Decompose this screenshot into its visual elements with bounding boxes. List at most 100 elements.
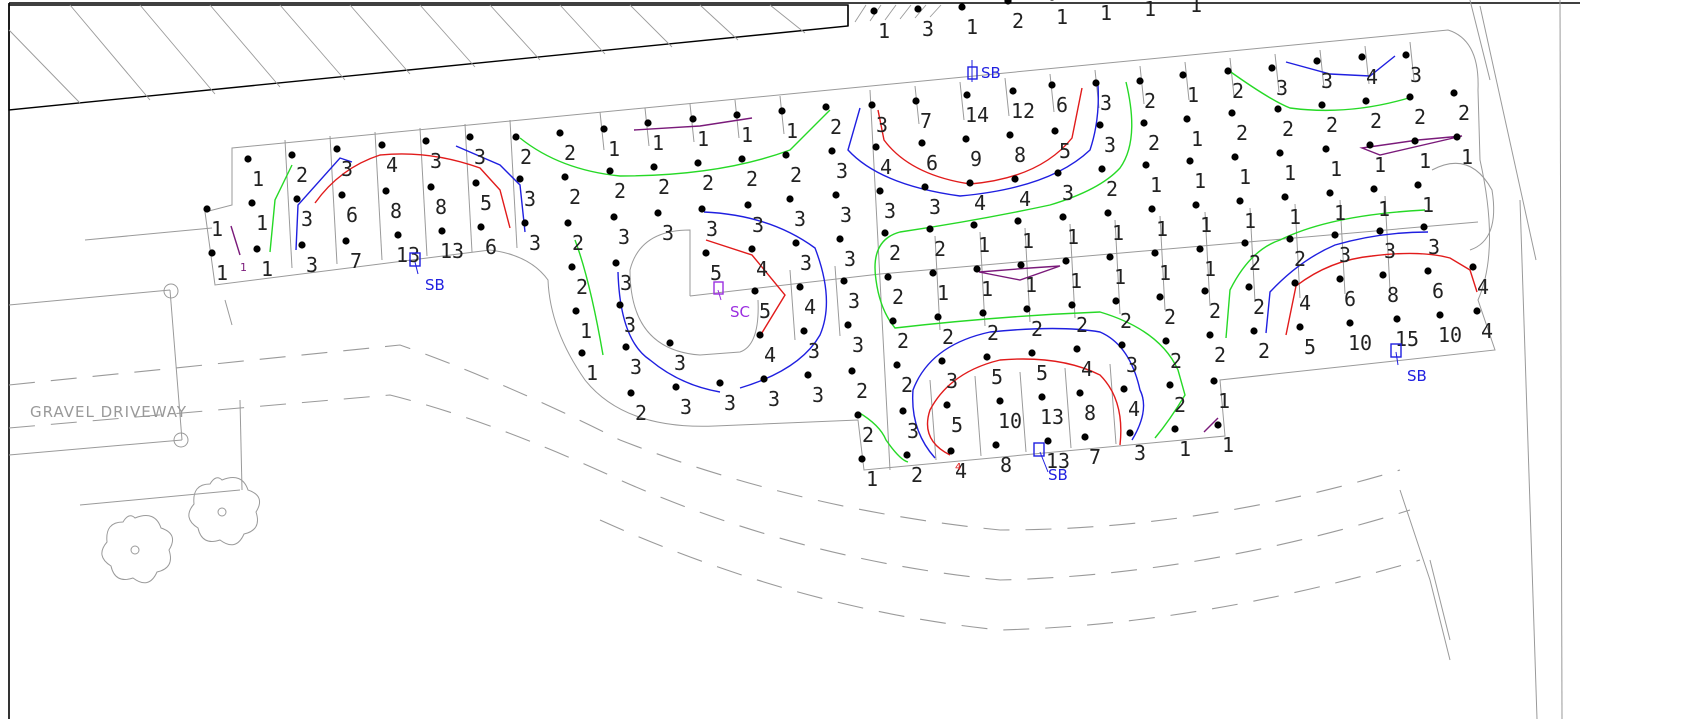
footcandle-value: 13	[396, 243, 420, 267]
fixture-dot	[1336, 275, 1344, 283]
footcandle-value: 1	[1222, 433, 1234, 457]
fixture-dot	[832, 191, 840, 199]
footcandle-value: 6	[1344, 287, 1356, 311]
footcandle-value: 3	[1428, 235, 1440, 259]
fixture-dot	[606, 167, 614, 175]
fixture-dot	[333, 145, 341, 153]
fixture-dot	[1050, 0, 1054, 1]
fixture-dot	[876, 187, 884, 195]
fixture-dot	[1206, 331, 1214, 339]
footcandle-value: 3	[907, 419, 919, 443]
fixture-dot	[1366, 141, 1374, 149]
fixture-dot	[1245, 283, 1253, 291]
footcandle-value: 5	[951, 413, 963, 437]
fixture-dot	[1171, 425, 1179, 433]
fixture-dot	[1062, 257, 1070, 265]
fixture-dot	[1414, 181, 1422, 189]
footcandle-value: 6	[1056, 93, 1068, 117]
footcandle-value: 3	[946, 369, 958, 393]
footcandle-value: 3	[1384, 239, 1396, 263]
footcandle-value: 1	[1056, 5, 1068, 29]
footcandle-value: 1	[1067, 225, 1079, 249]
fixture-dot	[1291, 279, 1299, 287]
footcandle-value: 3	[662, 221, 674, 245]
footcandle-value: 2	[1076, 313, 1088, 337]
fixture-dot	[208, 249, 216, 257]
footcandle-value: 3	[301, 207, 313, 231]
footcandle-value: 1	[1150, 173, 1162, 197]
footcandle-value: 2	[1031, 317, 1043, 341]
fixture-dot	[438, 227, 446, 235]
footcandle-value: 3	[524, 187, 536, 211]
footcandle-value: 1	[786, 119, 798, 143]
footcandle-value: 2	[1326, 113, 1338, 137]
sensor-sb-left: SB	[409, 252, 445, 294]
fixture-dot	[338, 191, 346, 199]
footcandle-value: 2	[1258, 339, 1270, 363]
fixture-dot	[600, 125, 608, 133]
fixture-dot	[378, 141, 386, 149]
fixture-dot	[914, 5, 922, 13]
footcandle-value: 2	[987, 321, 999, 345]
footcandle-value: 3	[1100, 91, 1112, 115]
footcandle-value: 3	[848, 289, 860, 313]
fixture-dot	[1009, 87, 1017, 95]
fixture-dot	[1051, 127, 1059, 135]
footcandle-value: 2	[901, 373, 913, 397]
footcandle-value: 5	[991, 365, 1003, 389]
fixture-dot	[870, 7, 878, 15]
fixture-dot	[564, 219, 572, 227]
footcandle-value: 2	[576, 275, 588, 299]
footcandle-value: 4	[756, 257, 768, 281]
fixture-dot	[1436, 311, 1444, 319]
footcandle-value: 2	[1414, 105, 1426, 129]
fixture-dot	[1241, 239, 1249, 247]
footcandle-value: 4	[955, 459, 967, 483]
fixture-dot	[868, 101, 876, 109]
sensor-label: SC	[730, 303, 750, 321]
fixture-dot	[689, 115, 697, 123]
footcandle-value: 5	[759, 299, 771, 323]
fixture-dot	[1411, 137, 1419, 145]
footcandle-value: 3	[306, 253, 318, 277]
fixture-dot	[912, 97, 920, 105]
footcandle-value: 1	[1218, 389, 1230, 413]
footcandle-value: 2	[1214, 343, 1226, 367]
footcandle-value: 3	[808, 339, 820, 363]
footcandle-value: 1	[1022, 229, 1034, 253]
footcandle-value: 3	[474, 145, 486, 169]
fixture-dot	[666, 339, 674, 347]
footcandle-value: 1	[1112, 221, 1124, 245]
fixture-dot	[760, 375, 768, 383]
footcandle-value: 2	[635, 401, 647, 425]
fixture-dot	[918, 139, 926, 147]
fixture-dot	[1166, 381, 1174, 389]
fixture-dot	[1406, 93, 1414, 101]
footcandle-value: 2	[1174, 393, 1186, 417]
fixture-dot	[427, 183, 435, 191]
fixture-dot	[1286, 235, 1294, 243]
footcandle-value: 2	[1232, 79, 1244, 103]
footcandle-value: 8	[435, 195, 447, 219]
fixture-dot	[979, 309, 987, 317]
fixture-dot	[1081, 433, 1089, 441]
footcandle-value: 4	[1481, 319, 1493, 343]
footcandle-value: 3	[630, 355, 642, 379]
fixture-dot	[568, 263, 576, 271]
footcandle-value: 1	[1374, 153, 1386, 177]
footcandle-value: 1	[981, 277, 993, 301]
fixture-dot	[893, 361, 901, 369]
fixture-dot	[1148, 205, 1156, 213]
footcandle-value: 1	[1070, 269, 1082, 293]
fixture-dot	[521, 219, 529, 227]
footcandle-value: 2	[830, 115, 842, 139]
footcandle-value: 3	[929, 195, 941, 219]
fixture-dot	[992, 441, 1000, 449]
footcandle-value: 2	[296, 163, 308, 187]
fixture-dot	[786, 195, 794, 203]
footcandle-value: 2	[658, 175, 670, 199]
footcandle-value: 1	[1191, 127, 1203, 151]
footcandle-value: 2	[856, 379, 868, 403]
footcandle-value: 8	[1084, 401, 1096, 425]
footcandle-value: 3	[680, 395, 692, 419]
